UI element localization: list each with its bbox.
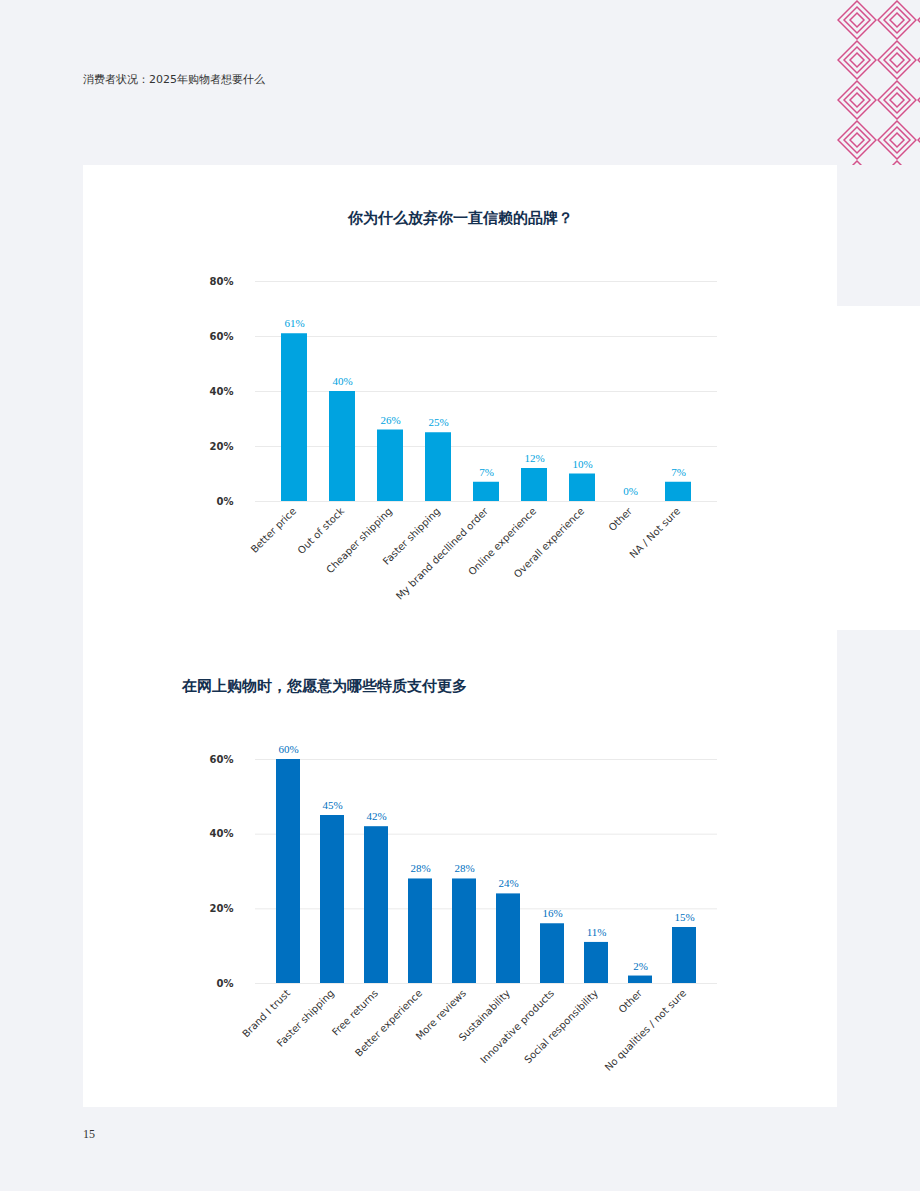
svg-text:60%: 60% bbox=[210, 331, 234, 342]
svg-text:Better price: Better price bbox=[249, 505, 299, 555]
svg-text:Brand I trust: Brand I trust bbox=[240, 987, 293, 1040]
svg-text:Online experience: Online experience bbox=[466, 505, 539, 578]
html-text:消费者状况：2025年购物者想要什么: 消费者状况：2025年购物者想要什么 bbox=[83, 73, 265, 86]
svg-text:Other: Other bbox=[606, 505, 634, 533]
svg-text:No qualities / not sure: No qualities / not sure bbox=[603, 987, 689, 1073]
svg-text:15%: 15% bbox=[674, 911, 694, 923]
svg-text:42%: 42% bbox=[366, 810, 386, 822]
svg-text:Sustainability: Sustainability bbox=[456, 987, 513, 1044]
html-text:在网上购物时，您愿意为哪些特质支付更多: 在网上购物时，您愿意为哪些特质支付更多 bbox=[182, 677, 467, 695]
svg-text:10%: 10% bbox=[572, 458, 592, 470]
svg-text:40%: 40% bbox=[210, 386, 234, 397]
svg-text:24%: 24% bbox=[498, 877, 518, 889]
svg-text:26%: 26% bbox=[380, 414, 400, 426]
svg-text:11%: 11% bbox=[587, 926, 607, 938]
svg-text:80%: 80% bbox=[210, 276, 234, 287]
svg-text:40%: 40% bbox=[332, 375, 352, 387]
svg-text:Cheaper shipping: Cheaper shipping bbox=[324, 505, 394, 575]
svg-text:60%: 60% bbox=[210, 754, 234, 765]
svg-text:45%: 45% bbox=[322, 799, 342, 811]
svg-text:NA / Not sure: NA / Not sure bbox=[627, 505, 682, 560]
svg-text:Innovative products: Innovative products bbox=[478, 987, 556, 1065]
html-text:15: 15 bbox=[83, 1127, 95, 1141]
svg-text:7%: 7% bbox=[671, 466, 686, 478]
svg-text:0%: 0% bbox=[623, 485, 638, 497]
svg-text:My brand decllined order: My brand decllined order bbox=[394, 505, 491, 602]
svg-text:Faster shipping: Faster shipping bbox=[380, 505, 443, 567]
svg-text:Overall experience: Overall experience bbox=[512, 505, 586, 579]
svg-text:Other: Other bbox=[616, 987, 644, 1015]
svg-text:Faster shipping: Faster shipping bbox=[275, 987, 337, 1049]
svg-text:0%: 0% bbox=[217, 496, 234, 507]
svg-text:Better experience: Better experience bbox=[353, 987, 424, 1058]
svg-text:0%: 0% bbox=[217, 978, 234, 989]
html-text:你为什么放弃你一直信赖的品牌？: 你为什么放弃你一直信赖的品牌？ bbox=[347, 209, 573, 227]
svg-text:Out of stock: Out of stock bbox=[295, 505, 346, 556]
svg-text:2%: 2% bbox=[633, 960, 648, 972]
svg-text:28%: 28% bbox=[410, 862, 430, 874]
svg-text:61%: 61% bbox=[284, 317, 304, 329]
svg-text:16%: 16% bbox=[542, 907, 562, 919]
svg-text:25%: 25% bbox=[428, 416, 448, 428]
svg-text:60%: 60% bbox=[278, 743, 298, 755]
svg-text:Free returns: Free returns bbox=[329, 987, 381, 1038]
svg-text:28%: 28% bbox=[454, 862, 474, 874]
svg-text:40%: 40% bbox=[210, 828, 234, 839]
svg-text:Social responsibility: Social responsibility bbox=[522, 987, 600, 1065]
svg-text:20%: 20% bbox=[210, 903, 234, 914]
svg-text:More reviews: More reviews bbox=[413, 987, 469, 1042]
svg-text:12%: 12% bbox=[524, 452, 544, 464]
svg-text:20%: 20% bbox=[210, 441, 234, 452]
svg-text:7%: 7% bbox=[479, 466, 494, 478]
